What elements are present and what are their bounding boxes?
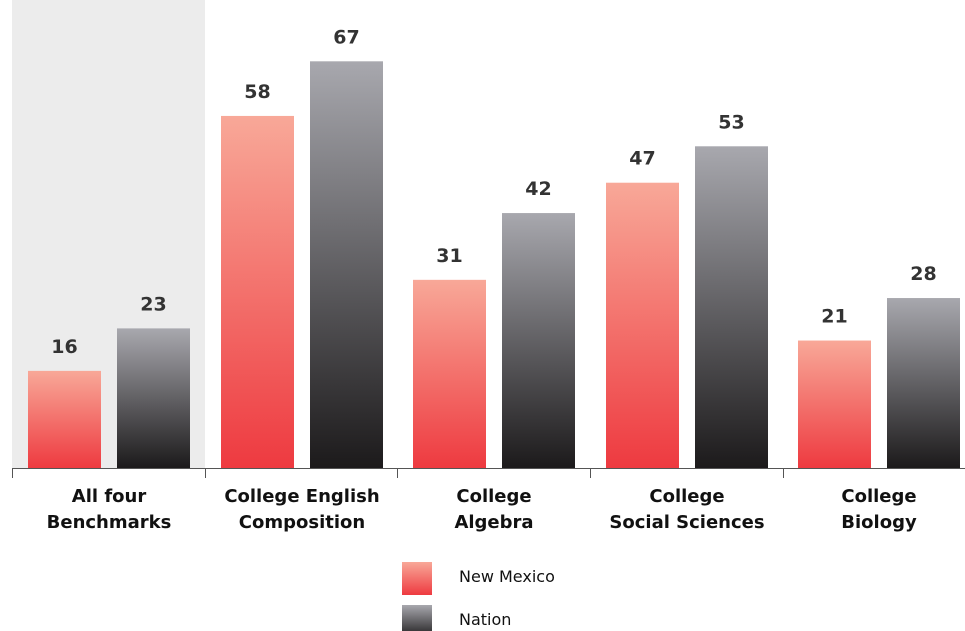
category-label-2-line-1: Algebra bbox=[454, 512, 533, 533]
legend-swatch-nation bbox=[402, 605, 432, 631]
value-label-new-mexico-0: 16 bbox=[51, 336, 77, 358]
legend: New Mexico Nation bbox=[402, 562, 555, 631]
legend-swatch-new-mexico bbox=[402, 562, 432, 595]
value-label-nation-1: 67 bbox=[333, 26, 359, 48]
bar-new-mexico-4 bbox=[798, 340, 871, 468]
category-label-1-line-0: College English bbox=[224, 486, 379, 507]
value-labels-group: 16 23 58 67 31 42 47 53 21 28 bbox=[51, 26, 936, 358]
category-label-0-line-1: Benchmarks bbox=[47, 512, 172, 533]
value-label-nation-4: 28 bbox=[910, 263, 936, 285]
bar-new-mexico-3 bbox=[606, 182, 679, 468]
value-label-new-mexico-1: 58 bbox=[244, 81, 270, 103]
bar-new-mexico-1 bbox=[221, 115, 294, 468]
bar-nation-0 bbox=[117, 328, 190, 468]
value-label-nation-2: 42 bbox=[525, 178, 551, 200]
legend-label-new-mexico: New Mexico bbox=[459, 567, 555, 586]
bar-nation-4 bbox=[887, 298, 960, 468]
category-label-4-line-1: Biology bbox=[841, 512, 917, 533]
bar-nation-3 bbox=[695, 146, 768, 469]
value-label-new-mexico-3: 47 bbox=[629, 148, 655, 170]
legend-label-nation: Nation bbox=[459, 610, 511, 629]
category-label-3-line-0: College bbox=[649, 486, 724, 507]
bars-group bbox=[28, 61, 960, 469]
category-labels-group: All four Benchmarks College English Composi… bbox=[47, 486, 917, 533]
category-label-0-line-0: All four bbox=[72, 486, 147, 507]
value-label-new-mexico-4: 21 bbox=[821, 306, 847, 328]
category-label-4-line-0: College bbox=[841, 486, 916, 507]
value-label-new-mexico-2: 31 bbox=[436, 245, 462, 267]
bar-nation-2 bbox=[502, 213, 575, 468]
bar-new-mexico-0 bbox=[28, 370, 101, 468]
value-label-nation-0: 23 bbox=[140, 293, 166, 315]
category-label-3-line-1: Social Sciences bbox=[609, 512, 764, 533]
bar-new-mexico-2 bbox=[413, 279, 486, 468]
category-label-1-line-1: Composition bbox=[239, 512, 365, 533]
category-label-2-line-0: College bbox=[456, 486, 531, 507]
bar-nation-1 bbox=[310, 61, 383, 469]
x-axis bbox=[12, 468, 965, 478]
value-label-nation-3: 53 bbox=[718, 111, 744, 133]
